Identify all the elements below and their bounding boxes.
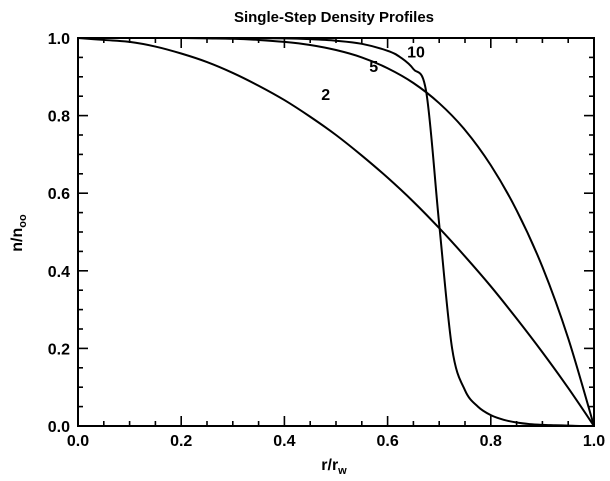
- chart-title: Single-Step Density Profiles: [234, 9, 434, 26]
- x-tick-label: 0.8: [480, 433, 502, 450]
- x-tick-label: 0.4: [273, 433, 295, 450]
- y-tick-label: 0.0: [48, 419, 70, 436]
- curve-labels: 2 5 10: [321, 44, 425, 104]
- x-tick-label: 0.0: [67, 433, 89, 450]
- x-axis-label-main: r/r: [321, 457, 338, 474]
- density-curve-10: [77, 36, 595, 428]
- density-curve-2: [77, 37, 595, 427]
- x-tick-label: 1.0: [583, 433, 605, 450]
- y-axis-label-subscript: oo: [17, 214, 29, 228]
- x-tick-label: 0.2: [170, 433, 192, 450]
- y-tick-label: 0.2: [48, 341, 70, 358]
- x-axis-label-subscript: w: [337, 465, 347, 477]
- x-tick-label: 0.6: [376, 433, 398, 450]
- density-curve-5: [77, 36, 595, 427]
- y-axis-label: n/noo: [9, 214, 29, 252]
- y-tick-label: 1.0: [48, 31, 70, 48]
- x-axis-label: r/rw: [321, 457, 347, 477]
- plot-frame: [77, 37, 595, 427]
- y-axis-label-main: n/n: [9, 228, 26, 252]
- y-tick-label: 0.6: [48, 186, 70, 203]
- curve-label-2: 2: [321, 87, 330, 104]
- y-tick-label: 0.8: [48, 109, 70, 126]
- curve-label-10: 10: [407, 44, 425, 61]
- axis-tick-labels: 0.0 0.2 0.4 0.6 0.8 1.0 0.0 0.2 0.4 0.6 0.8 1.0: [48, 31, 605, 450]
- density-curves: [77, 36, 595, 428]
- y-tick-label: 0.4: [48, 264, 70, 281]
- axis-ticks: [77, 37, 595, 427]
- curve-label-5: 5: [369, 59, 378, 76]
